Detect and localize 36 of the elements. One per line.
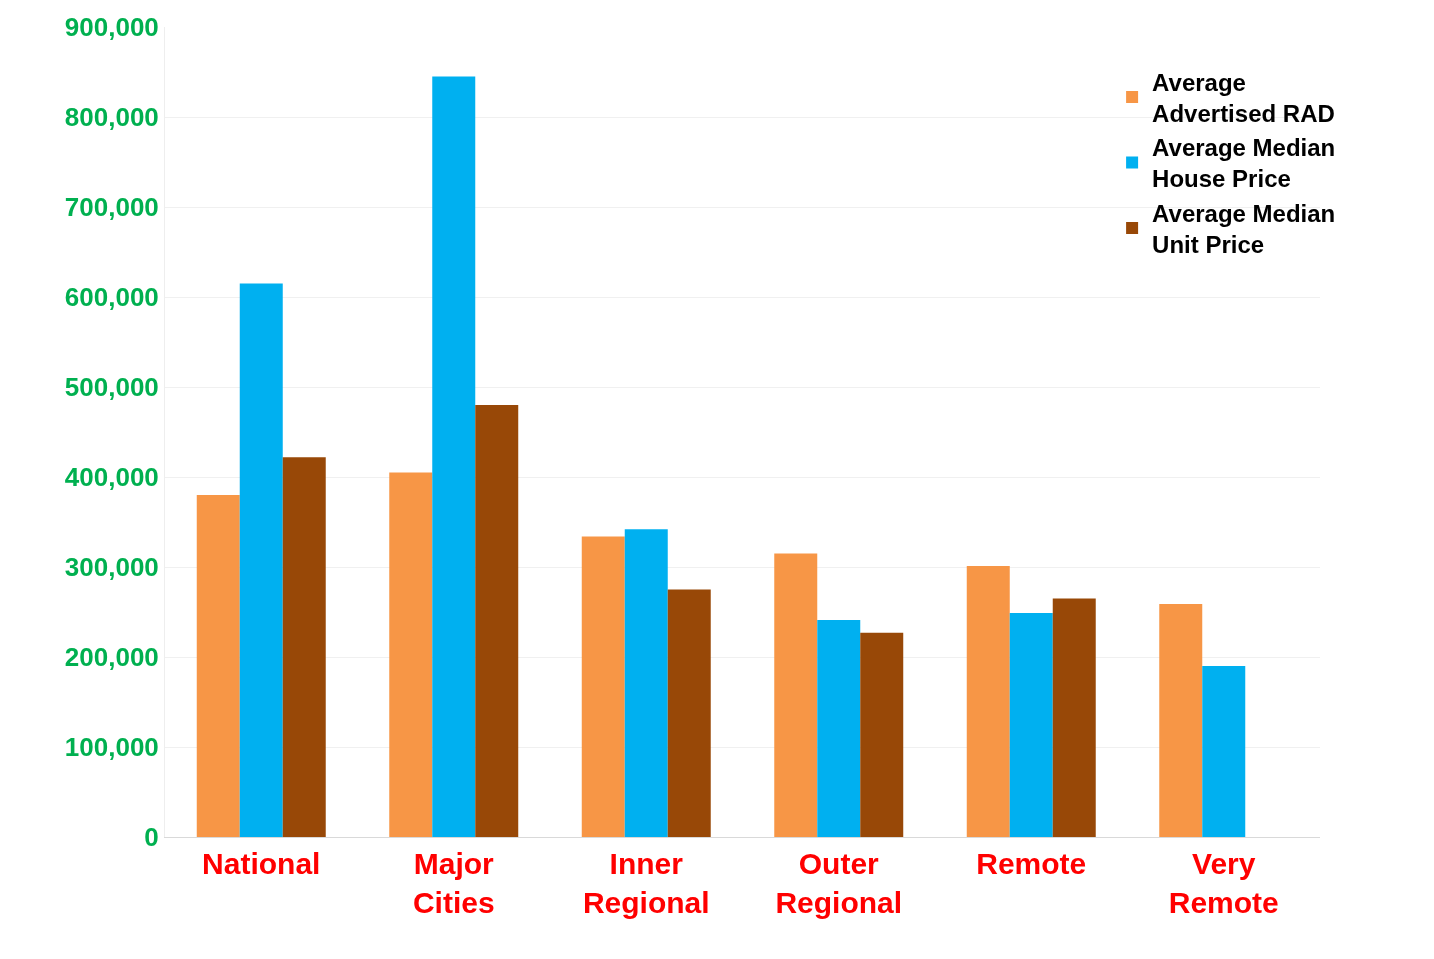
bar (1159, 603, 1203, 837)
x-tick-label: Major Cities (412, 847, 495, 919)
y-tick-label: 900,000 (64, 12, 159, 43)
legend-label: Average Advertised RAD (1152, 68, 1335, 128)
x-tick-label: Inner Regional (582, 847, 710, 919)
bar (239, 283, 283, 837)
bar (1009, 612, 1053, 837)
bar (581, 536, 625, 837)
bar (667, 589, 711, 837)
bar (774, 553, 818, 837)
y-tick-label: 500,000 (64, 372, 159, 403)
y-tick-label: 400,000 (64, 462, 159, 493)
legend-label: Average Median House Price (1152, 134, 1336, 193)
bar (432, 76, 476, 837)
bar (1052, 598, 1096, 837)
x-tick-label: Outer Regional (775, 847, 903, 919)
y-tick-label: 200,000 (64, 642, 159, 673)
legend-label: Average Median Unit Price (1152, 199, 1336, 258)
x-tick-label: Remote (976, 847, 1087, 880)
bar (966, 566, 1010, 837)
bar (1202, 666, 1246, 837)
y-tick-label: 300,000 (64, 552, 159, 583)
bar (282, 457, 326, 837)
bar (196, 495, 240, 837)
bar (860, 632, 904, 837)
x-tick-label: National (202, 847, 321, 880)
y-tick-label: 700,000 (64, 192, 159, 223)
y-tick-label: 0 (144, 822, 159, 853)
bar (475, 405, 519, 837)
bar (389, 472, 433, 837)
y-tick-label: 800,000 (64, 102, 159, 133)
y-tick-label: 600,000 (64, 282, 159, 313)
x-tick-label: Very Remote (1168, 847, 1279, 919)
bar (817, 620, 861, 837)
y-tick-label: 100,000 (64, 732, 159, 763)
bar (624, 529, 668, 837)
